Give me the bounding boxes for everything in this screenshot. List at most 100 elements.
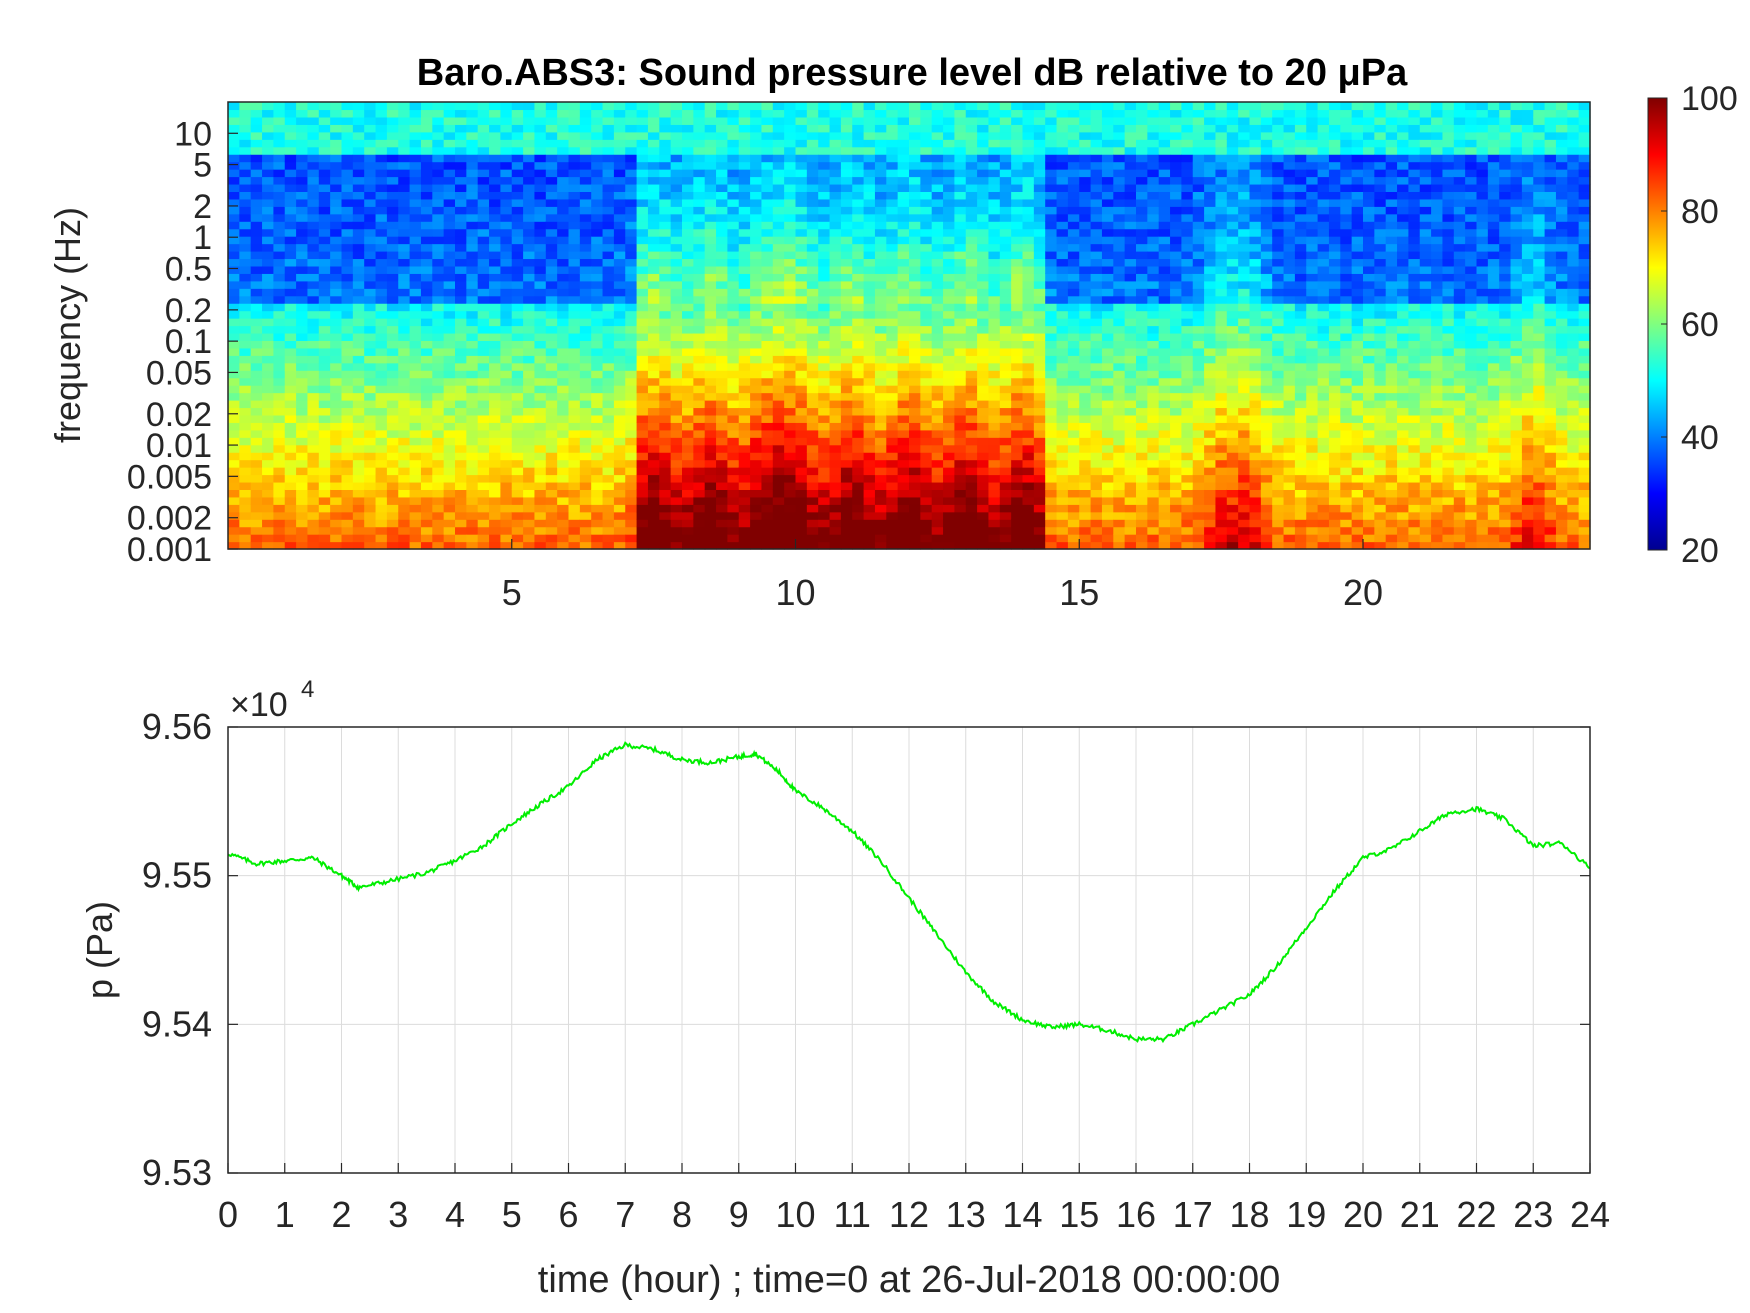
spectrogram-cell xyxy=(398,519,411,528)
spectrogram-cell xyxy=(738,407,751,416)
spectrogram-cell xyxy=(613,303,626,312)
spectrogram-cell xyxy=(443,139,456,148)
spectrogram-cell xyxy=(682,265,694,274)
spectrogram-cell xyxy=(852,243,865,252)
spectrogram-cell xyxy=(829,206,842,215)
spectrogram-cell xyxy=(863,221,876,230)
spectrogram-cell xyxy=(625,183,638,192)
spectrogram-cell xyxy=(364,176,377,185)
spectrogram-cell xyxy=(999,213,1012,222)
spectrogram-cell xyxy=(682,102,694,111)
spectrogram-cell xyxy=(750,139,763,148)
spectrogram-cell xyxy=(455,459,467,468)
spectrogram-cell xyxy=(1079,422,1092,431)
spectrogram-cell xyxy=(579,385,592,394)
spectrogram-cell xyxy=(977,519,990,528)
spectrogram-cell xyxy=(364,362,377,371)
spectrogram-cell xyxy=(330,504,343,513)
spectrogram-cell xyxy=(330,355,343,364)
spectrogram-cell xyxy=(772,370,785,379)
spectrogram-cell xyxy=(1136,459,1148,468)
spectrogram-cell xyxy=(330,385,343,394)
spectrogram-cell xyxy=(284,467,297,476)
spectrogram-cell xyxy=(693,489,706,498)
spectrogram-cell xyxy=(375,228,388,237)
spectrogram-cell xyxy=(943,362,955,371)
spectrogram-cell xyxy=(489,496,501,505)
spectrogram-cell xyxy=(693,452,706,461)
spectrogram-cell xyxy=(886,139,899,148)
spectrogram-cell xyxy=(318,459,331,468)
spectrogram-cell xyxy=(761,236,774,245)
spectrogram-cell xyxy=(477,519,490,528)
spectrogram-cell xyxy=(625,169,638,178)
spectrogram-cell xyxy=(330,481,343,490)
spectrogram-cell xyxy=(909,183,921,192)
spectrogram-cell xyxy=(716,511,728,520)
spectrogram-cell xyxy=(682,392,694,401)
spectrogram-cell xyxy=(1056,489,1069,498)
spectrogram-cell xyxy=(1056,444,1069,453)
spectrogram-cell xyxy=(511,385,524,394)
spectrogram-cell xyxy=(489,318,501,327)
spectrogram-cell xyxy=(909,340,921,349)
spectrogram-cell xyxy=(886,347,899,356)
spectrogram-cell xyxy=(625,146,638,155)
spectrogram-cell xyxy=(977,139,990,148)
spectrogram-cell xyxy=(1079,467,1092,476)
spectrogram-cell xyxy=(863,243,876,252)
spectrogram-cell xyxy=(239,541,252,550)
spectrogram-cell xyxy=(1147,251,1160,260)
spectrogram-cell xyxy=(829,183,842,192)
spectrogram-cell xyxy=(704,511,717,520)
spectrogram-cell xyxy=(375,452,388,461)
spectrogram-cell xyxy=(1033,116,1046,125)
spectrogram-cell xyxy=(443,206,456,215)
spectrogram-cell xyxy=(477,221,490,230)
spectrogram-cell xyxy=(704,191,717,200)
spectrogram-cell xyxy=(466,131,479,140)
spectrogram-cell xyxy=(1090,392,1103,401)
spectrogram-cell xyxy=(1158,213,1171,222)
spectrogram-cell xyxy=(920,102,933,111)
spectrogram-cell xyxy=(1079,511,1092,520)
spectrogram-cell xyxy=(409,116,422,125)
spectrogram-cell xyxy=(250,176,263,185)
spectrogram-cell xyxy=(909,325,921,334)
spectrogram-cell xyxy=(455,273,467,282)
spectrogram-cell xyxy=(443,251,456,260)
spectrogram-cell xyxy=(364,265,377,274)
spectrogram-cell xyxy=(477,474,490,483)
spectrogram-cell xyxy=(557,362,570,371)
spectrogram-cell xyxy=(318,161,331,170)
spectrogram-cell xyxy=(1124,265,1137,274)
spectrogram-cell xyxy=(228,429,240,438)
spectrogram-cell xyxy=(954,228,967,237)
spectrogram-cell xyxy=(1056,176,1069,185)
spectrogram-cell xyxy=(761,139,774,148)
spectrogram-cell xyxy=(602,489,615,498)
spectrogram-cell xyxy=(1011,303,1024,312)
spectrogram-cell xyxy=(239,280,252,289)
spectrogram-cell xyxy=(466,288,479,297)
spectrogram-cell xyxy=(239,496,252,505)
spectrogram-cell xyxy=(375,109,388,118)
spectrogram-cell xyxy=(250,526,263,535)
spectrogram-cell xyxy=(727,332,740,341)
spectrogram-cell xyxy=(659,161,672,170)
spectrogram-cell xyxy=(670,332,683,341)
spectrogram-cell xyxy=(511,198,524,207)
spectrogram-cell xyxy=(784,370,797,379)
spectrogram-cell xyxy=(602,280,615,289)
spectrogram-cell xyxy=(784,362,797,371)
spectrogram-cell xyxy=(897,452,910,461)
spectrogram-cell xyxy=(1079,280,1092,289)
spectrogram-cell xyxy=(318,280,331,289)
spectrogram-cell xyxy=(977,280,990,289)
spectrogram-cell xyxy=(682,422,694,431)
spectrogram-cell xyxy=(1101,318,1114,327)
spectrogram-cell xyxy=(534,400,547,409)
spectrogram-cell xyxy=(318,318,331,327)
spectrogram-cell xyxy=(455,154,467,163)
spectrogram-cell xyxy=(795,154,808,163)
